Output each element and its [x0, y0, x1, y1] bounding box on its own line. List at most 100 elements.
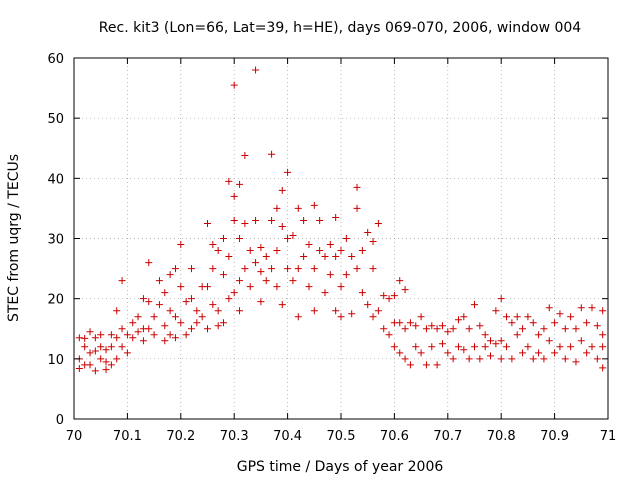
data-point: [177, 319, 185, 327]
data-point: [294, 313, 302, 321]
data-point: [209, 301, 217, 309]
data-point: [284, 265, 292, 273]
data-point: [374, 219, 382, 227]
data-point: [524, 313, 532, 321]
data-point: [513, 313, 521, 321]
data-point: [390, 343, 398, 351]
data-point: [230, 216, 238, 224]
data-point: [428, 322, 436, 330]
data-point: [161, 289, 169, 297]
data-point: [422, 361, 430, 369]
data-point: [177, 283, 185, 291]
data-point: [204, 325, 211, 333]
data-point: [97, 331, 105, 339]
data-point: [273, 247, 281, 255]
x-tick-label: 70.4: [273, 429, 302, 444]
data-point: [171, 313, 179, 321]
data-point: [519, 325, 527, 333]
data-point: [123, 349, 131, 357]
data-point: [412, 343, 420, 351]
data-point: [193, 319, 201, 327]
data-point: [396, 319, 404, 327]
y-tick-label: 50: [47, 112, 64, 127]
data-point: [187, 265, 195, 273]
data-point: [252, 259, 260, 267]
data-point: [230, 192, 238, 200]
data-point: [134, 313, 142, 321]
data-point: [134, 328, 142, 336]
data-point: [214, 247, 222, 255]
data-point: [567, 313, 575, 321]
data-point: [337, 283, 345, 291]
data-point: [129, 319, 137, 327]
data-point: [316, 216, 324, 224]
data-point: [412, 322, 420, 330]
data-point: [230, 81, 238, 89]
x-tick-label: 70.5: [327, 429, 356, 444]
data-point: [107, 331, 115, 339]
data-point: [599, 307, 607, 315]
data-point: [332, 253, 340, 261]
data-point: [556, 343, 564, 351]
data-point: [337, 247, 345, 255]
data-point: [524, 343, 532, 351]
data-point: [268, 150, 276, 158]
x-tick-label: 70.9: [540, 429, 569, 444]
data-point: [155, 301, 163, 309]
data-point: [561, 355, 569, 363]
data-point: [209, 265, 217, 273]
data-point: [508, 355, 516, 363]
data-point: [204, 219, 211, 227]
data-point: [102, 366, 110, 374]
data-point: [353, 204, 361, 212]
data-point: [460, 313, 468, 321]
data-point: [150, 331, 158, 339]
data-point: [497, 355, 505, 363]
data-point: [220, 271, 228, 279]
data-point: [567, 343, 575, 351]
data-point: [113, 355, 121, 363]
data-point: [220, 319, 228, 327]
data-point: [358, 247, 366, 255]
data-point: [374, 307, 382, 315]
data-point: [369, 313, 377, 321]
data-point: [166, 271, 174, 279]
data-point: [113, 334, 121, 342]
data-point: [102, 346, 110, 354]
data-point: [236, 277, 244, 285]
data-point: [91, 334, 99, 342]
data-point: [182, 331, 190, 339]
data-point: [139, 337, 147, 345]
data-point: [262, 277, 270, 285]
data-point: [449, 355, 457, 363]
data-point: [444, 328, 452, 336]
data-point: [577, 304, 585, 312]
axis-ticks: [73, 57, 609, 420]
data-point: [278, 186, 286, 194]
data-point: [187, 295, 195, 303]
data-point: [289, 277, 297, 285]
data-point: [577, 337, 585, 345]
data-point: [337, 313, 345, 321]
data-point: [236, 180, 244, 188]
data-point: [236, 235, 244, 242]
data-point: [252, 216, 260, 224]
x-tick-label: 70.2: [166, 429, 195, 444]
data-point: [102, 358, 110, 366]
data-point: [599, 331, 607, 339]
data-point: [444, 349, 452, 357]
data-point: [497, 295, 505, 303]
data-point: [593, 322, 601, 330]
data-point: [150, 313, 158, 321]
data-point: [551, 319, 559, 327]
data-point: [187, 325, 195, 333]
data-point: [145, 325, 153, 333]
data-point: [310, 201, 318, 209]
data-point: [273, 283, 281, 291]
data-point: [535, 331, 543, 339]
data-point: [284, 168, 292, 176]
data-point: [182, 298, 190, 306]
data-point: [401, 355, 409, 363]
x-axis-tick-labels: 70 70.1 70.2 70.3 70.4 70.5 70.6 70.7 70.8 70.9 71: [66, 429, 617, 444]
data-point: [326, 241, 334, 249]
